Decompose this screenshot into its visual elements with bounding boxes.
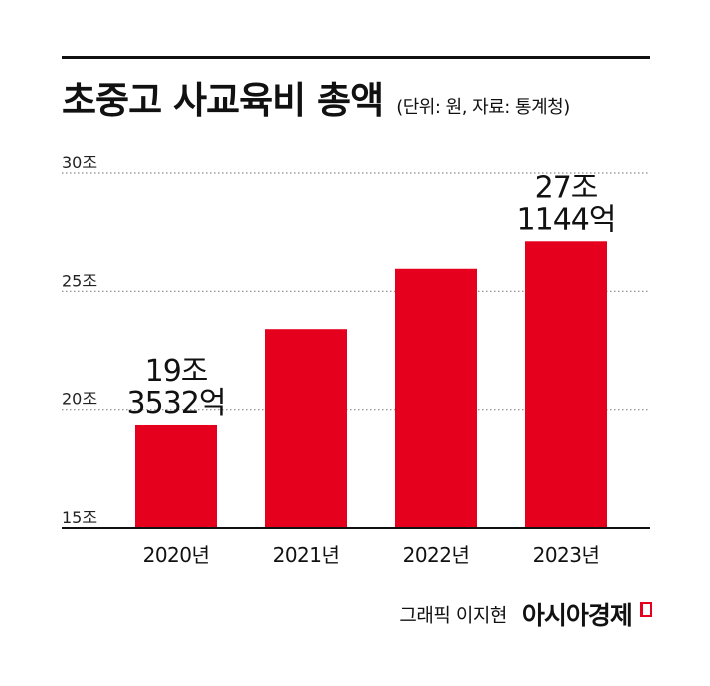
x-tick-label: 2021년 (273, 543, 340, 567)
x-tick-label: 2020년 (143, 543, 210, 567)
y-tick-label: 20조 (62, 390, 97, 409)
credit-line: 그래픽 이지현 아시아경제 (399, 596, 652, 632)
bar (265, 329, 347, 528)
data-label: 27조 (535, 170, 598, 205)
graphic-credit: 그래픽 이지현 (399, 604, 507, 627)
bar (135, 424, 217, 528)
brand-logo: 아시아경제 (521, 601, 633, 630)
y-tick-label: 15조 (62, 508, 97, 527)
y-tick-label: 25조 (62, 271, 97, 290)
x-tick-label: 2022년 (403, 543, 470, 567)
y-tick-label: 30조 (62, 153, 97, 172)
chart-title: 초중고 사교육비 총액 (62, 79, 384, 122)
bar (525, 241, 607, 528)
data-label: 3532억 (127, 386, 226, 421)
bar (395, 268, 477, 528)
chart-header: 초중고 사교육비 총액 (단위: 원, 자료: 통계청) (62, 70, 662, 124)
brand-mark-icon (640, 602, 652, 617)
data-label: 19조 (145, 354, 208, 389)
chart-subtitle: (단위: 원, 자료: 통계청) (396, 97, 570, 118)
top-rule (62, 56, 650, 59)
data-label: 1144억 (517, 202, 616, 237)
x-tick-label: 2023년 (533, 543, 600, 567)
